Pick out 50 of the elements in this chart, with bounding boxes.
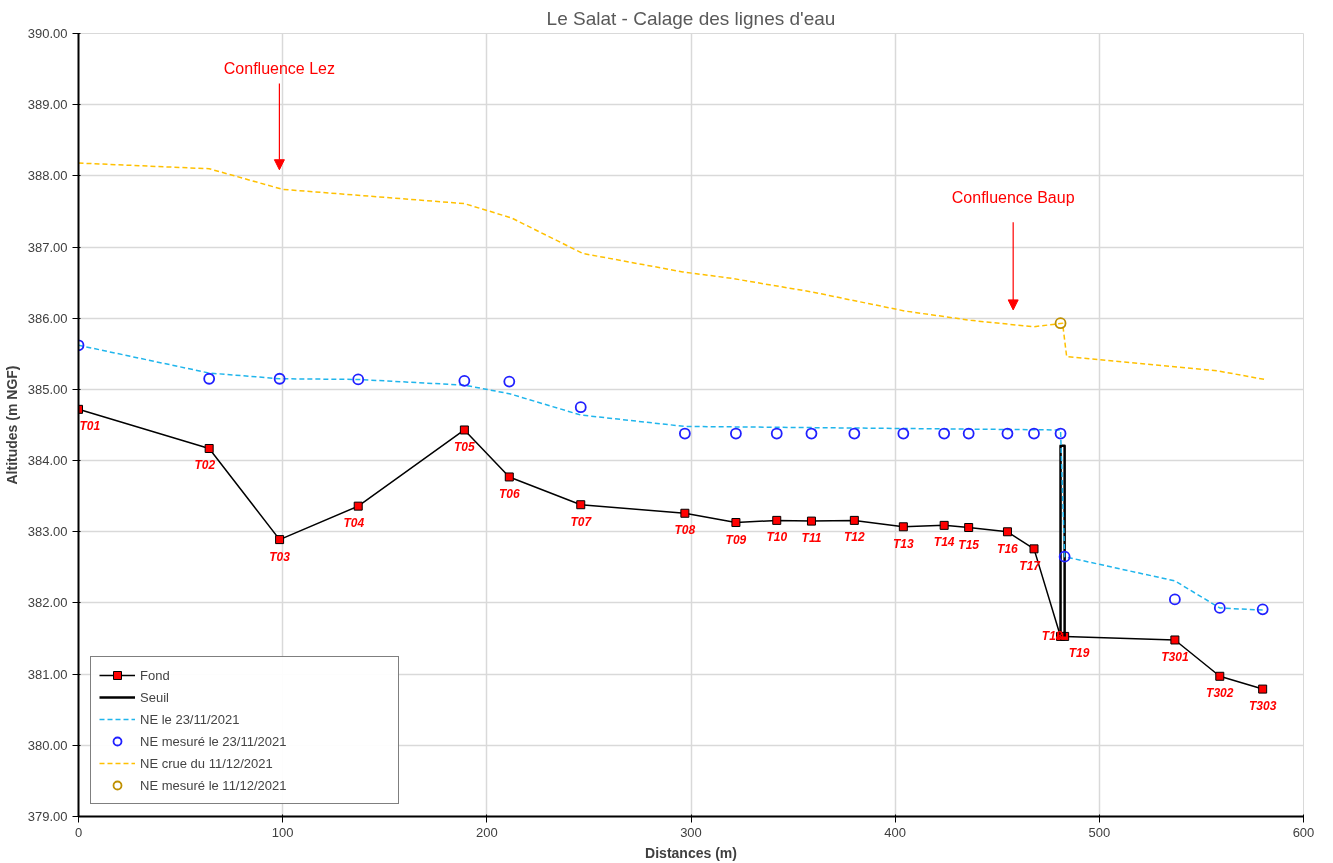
annotation: Confluence Baup [951, 188, 1075, 206]
data-label: T06 [498, 486, 520, 501]
data-label: T15 [958, 537, 980, 552]
x-tick-label: 500 [1088, 824, 1111, 840]
y-axis-title: Altitudes (m NGF) [3, 365, 20, 485]
y-tick-label: 387.00 [27, 239, 68, 255]
data-label: T11 [801, 531, 822, 546]
y-tick-label: 379.00 [27, 809, 68, 824]
y-tick-label: 380.00 [27, 737, 68, 753]
y-tick-label: 383.00 [27, 524, 68, 540]
data-label: T02 [194, 458, 216, 473]
legend-label: NE crue du 11/12/2021 [140, 755, 274, 771]
y-tick-label: 390.00 [27, 26, 68, 41]
data-label: T303 [1248, 699, 1277, 714]
data-label: T07 [570, 514, 593, 529]
data-label: T12 [843, 530, 865, 545]
data-label: T01 [79, 419, 101, 434]
x-tick-label: 200 [475, 824, 498, 840]
chart-title: Le Salat - Calage des lignes d'eau [546, 7, 836, 29]
y-tick-label: 385.00 [27, 381, 68, 397]
x-tick-label: 100 [271, 824, 294, 840]
data-label: T19 [1068, 646, 1090, 661]
x-tick-label: 300 [680, 824, 702, 840]
data-label: T03 [269, 549, 291, 564]
legend-label: NE mesuré le 11/12/2021 [140, 777, 288, 793]
x-tick-label: 400 [884, 824, 907, 840]
data-label: T05 [454, 439, 476, 454]
x-tick-label: 600 [1292, 824, 1315, 840]
y-tick-label: 389.00 [27, 97, 68, 113]
legend-label: Seuil [140, 689, 170, 705]
data-label: T301 [1161, 649, 1189, 664]
data-label: T302 [1206, 686, 1234, 701]
y-tick-label: 388.00 [27, 168, 68, 184]
legend-label: NE le 23/11/2021 [140, 711, 241, 727]
data-label: T16 [997, 541, 1019, 556]
data-label: T13 [892, 536, 914, 551]
y-tick-label: 381.00 [27, 666, 68, 682]
data-label: T09 [725, 532, 747, 547]
legend-label: Fond [140, 667, 171, 683]
annotation: Confluence Lez [223, 59, 335, 77]
data-label: T04 [343, 516, 365, 531]
y-tick-label: 386.00 [27, 310, 68, 326]
data-label: T08 [674, 523, 696, 538]
y-tick-label: 384.00 [27, 453, 68, 469]
x-tick-label: 0 [74, 824, 83, 840]
y-tick-label: 382.00 [27, 595, 68, 611]
data-label: T10 [766, 530, 788, 545]
x-axis-title: Distances (m) [645, 844, 737, 861]
data-label: T14 [933, 535, 955, 550]
legend-label: NE mesuré le 23/11/2021 [140, 733, 288, 749]
